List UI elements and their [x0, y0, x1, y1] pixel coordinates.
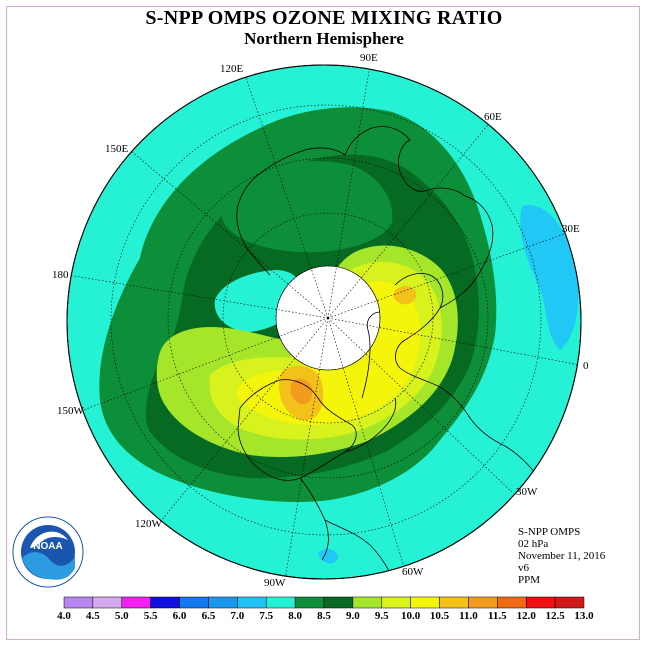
colorbar-tick-label: 12.5	[545, 610, 565, 622]
noaa-logo: NOAA	[13, 517, 83, 587]
colorbar-swatch	[555, 597, 584, 608]
colorbar-tick-label: 4.5	[86, 610, 100, 622]
colorbar-tick-label: 9.0	[346, 610, 360, 622]
colorbar-swatch	[151, 597, 180, 608]
colorbar-tick-label: 7.0	[230, 610, 244, 622]
info-pressure: 02 hPa	[518, 538, 548, 550]
lon-label-0: 0	[583, 360, 589, 372]
lon-label-90e: 90E	[360, 52, 378, 64]
colorbar-tick-label: 9.5	[375, 610, 389, 622]
colorbar-swatch	[237, 597, 266, 608]
colorbar: 4.0 4.5 5.0 5.5 6.0 6.5 7.0 7.5 8.0 8.5 9.0 9.5 10.0…	[57, 597, 594, 622]
colorbar-swatch	[440, 597, 469, 608]
info-units: PPM	[518, 574, 540, 586]
colorbar-swatch	[64, 597, 93, 608]
colorbar-swatch	[180, 597, 209, 608]
colorbar-tick-label: 6.0	[173, 610, 187, 622]
lon-label-120e: 120E	[220, 63, 244, 75]
lon-label-30e: 30E	[562, 223, 580, 235]
colorbar-tick-label: 11.0	[459, 610, 478, 622]
colorbar-tick-label: 10.5	[430, 610, 450, 622]
colorbar-swatch	[93, 597, 122, 608]
colorbar-tick-label: 12.0	[517, 610, 537, 622]
lon-label-150w: 150W	[57, 405, 85, 417]
lon-label-120w: 120W	[135, 518, 163, 530]
colorbar-swatch	[353, 597, 382, 608]
colorbar-tick-label: 11.5	[488, 610, 507, 622]
info-instrument: S-NPP OMPS	[518, 526, 580, 538]
lon-label-90w: 90W	[264, 577, 286, 589]
noaa-logo-text: NOAA	[33, 541, 62, 552]
lon-label-30w: 30W	[516, 486, 538, 498]
colorbar-swatch	[382, 597, 411, 608]
colorbar-swatch	[324, 597, 353, 608]
colorbar-swatch	[468, 597, 497, 608]
colorbar-swatch	[497, 597, 526, 608]
colorbar-tick-label: 8.5	[317, 610, 331, 622]
colorbar-swatch	[411, 597, 440, 608]
colorbar-swatch	[266, 597, 295, 608]
lon-label-60e: 60E	[484, 111, 502, 123]
colorbar-tick-label: 7.5	[259, 610, 273, 622]
colorbar-swatch	[526, 597, 555, 608]
colorbar-tick-label: 10.0	[401, 610, 421, 622]
colorbar-swatch	[295, 597, 324, 608]
colorbar-swatch	[122, 597, 151, 608]
lon-label-180: 180	[52, 269, 69, 281]
colorbar-tick-label: 5.5	[144, 610, 158, 622]
info-block: S-NPP OMPS 02 hPa November 11, 2016 v6 P…	[518, 526, 606, 586]
colorbar-tick-label: 4.0	[57, 610, 71, 622]
colorbar-tick-label: 8.0	[288, 610, 302, 622]
colorbar-tick-label: 5.0	[115, 610, 129, 622]
lon-label-60w: 60W	[402, 566, 424, 578]
lon-label-150e: 150E	[105, 143, 129, 155]
info-date: November 11, 2016	[518, 550, 606, 562]
colorbar-tick-label: 13.0	[574, 610, 594, 622]
colorbar-swatch	[208, 597, 237, 608]
colorbar-tick-label: 6.5	[202, 610, 216, 622]
info-version: v6	[518, 562, 530, 574]
